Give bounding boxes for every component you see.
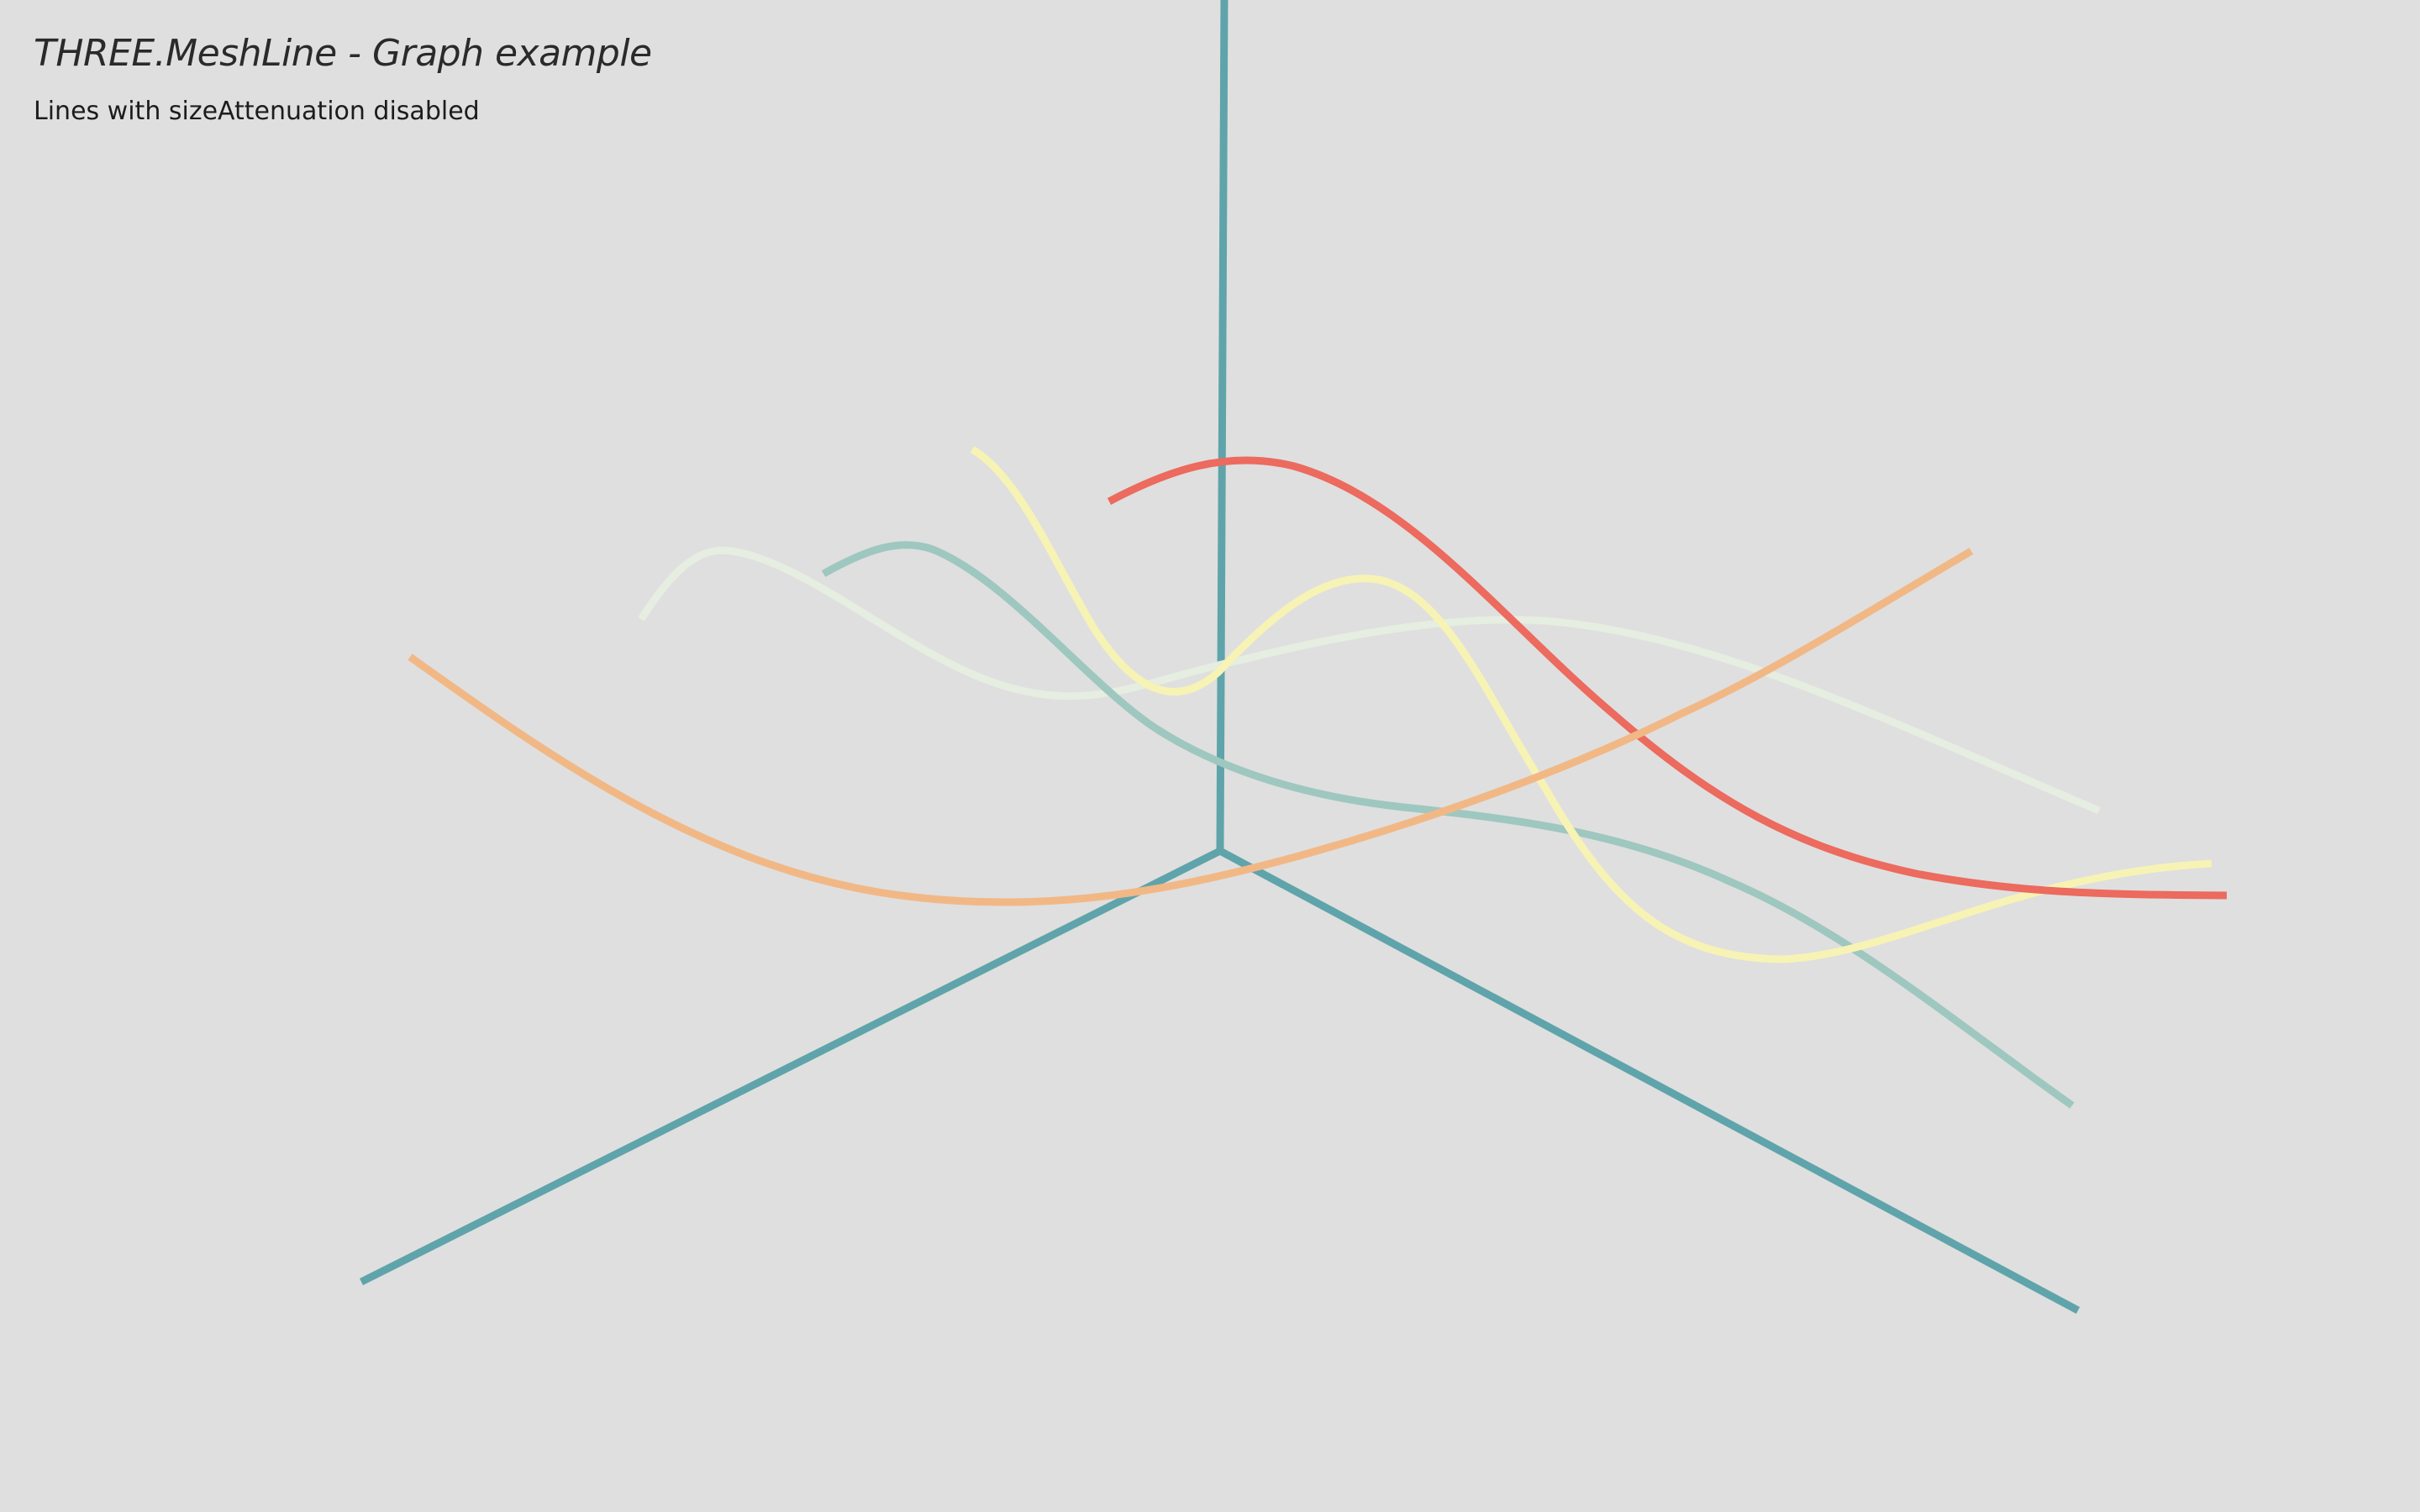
- curve-yellow: [970, 446, 2212, 963]
- curve-orange: [408, 548, 1974, 906]
- page-title: THREE.MeshLine - Graph example: [34, 32, 652, 75]
- page-subtitle: Lines with sizeAttenuation disabled: [34, 97, 480, 126]
- curve-pale-green: [638, 546, 2101, 815]
- curve-red: [1107, 456, 2228, 900]
- x-axis-line: [359, 847, 1223, 1286]
- curve-teal-light: [821, 541, 2075, 1109]
- info-panel: THREE.MeshLine - Graph example Lines wit…: [34, 32, 652, 126]
- y-axis-line: [1216, 0, 1228, 852]
- z-axis-line: [1218, 848, 2081, 1314]
